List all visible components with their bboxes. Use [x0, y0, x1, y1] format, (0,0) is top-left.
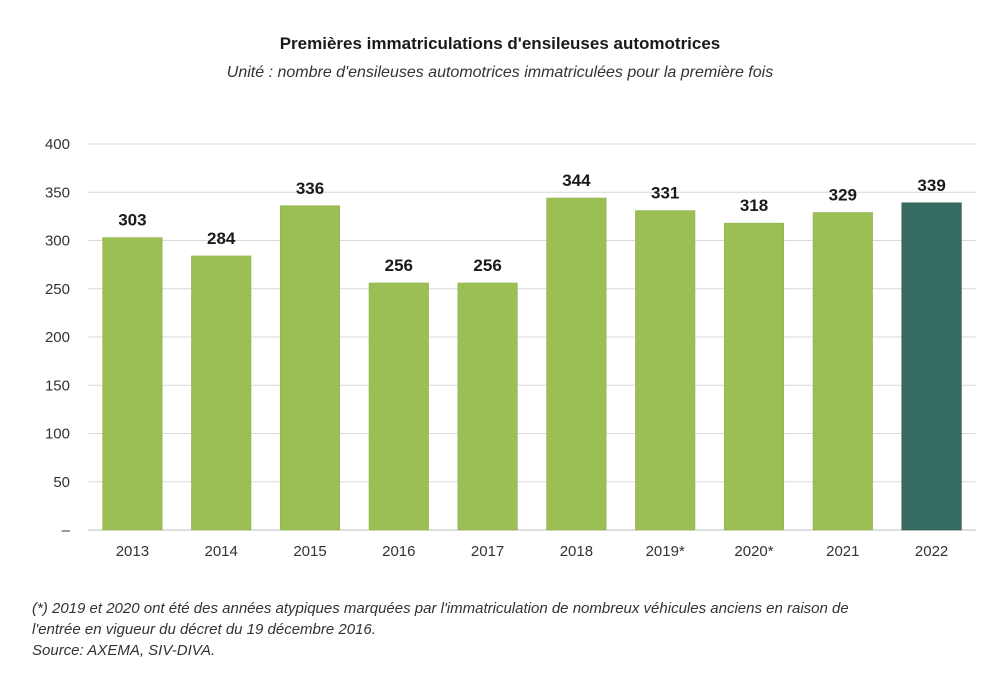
bar	[279, 205, 341, 531]
data-label: 339	[917, 176, 945, 195]
y-tick-label: –	[62, 522, 71, 539]
data-label: 303	[118, 211, 146, 230]
chart-subtitle: Unité : nombre d'ensileuses automotrices…	[226, 64, 774, 81]
bar	[368, 282, 429, 531]
y-tick-label: 100	[45, 426, 70, 443]
footnote-line-2: l'entrée en vigueur du décret du 19 déce…	[32, 621, 376, 638]
data-label: 284	[207, 229, 236, 248]
bar	[723, 222, 785, 531]
bar	[102, 237, 163, 531]
x-tick-label: 2022	[915, 543, 948, 560]
y-tick-label: 200	[45, 329, 70, 346]
data-label: 256	[473, 256, 501, 275]
x-tick-label: 2017	[471, 543, 504, 560]
footnote: (*) 2019 et 2020 ont été des années atyp…	[32, 598, 972, 661]
data-label: 329	[829, 186, 857, 205]
bar	[635, 210, 696, 531]
x-tick-label: 2014	[205, 543, 238, 560]
x-tick-label: 2013	[116, 543, 149, 560]
x-tick-label: 2020*	[734, 543, 773, 560]
x-tick-label: 2021	[826, 543, 859, 560]
x-tick-label: 2018	[560, 543, 593, 560]
y-tick-label: 400	[45, 136, 70, 153]
y-tick-label: 350	[45, 184, 70, 201]
bar	[546, 197, 607, 531]
data-label: 256	[385, 256, 413, 275]
bar	[191, 255, 252, 531]
data-label: 331	[651, 184, 679, 203]
y-tick-label: 250	[45, 281, 70, 298]
bar	[901, 202, 962, 531]
y-tick-label: 50	[53, 474, 70, 491]
x-tick-label: 2019*	[646, 543, 685, 560]
bar	[812, 212, 873, 531]
source-note: Source: AXEMA, SIV-DIVA.	[32, 642, 216, 659]
x-tick-label: 2016	[382, 543, 415, 560]
x-tick-label: 2015	[293, 543, 326, 560]
footnote-line-1: (*) 2019 et 2020 ont été des années atyp…	[32, 600, 849, 617]
y-tick-label: 150	[45, 377, 70, 394]
bar	[457, 282, 518, 531]
y-tick-label: 300	[45, 233, 70, 250]
data-label: 318	[740, 196, 768, 215]
chart-title: Premières immatriculations d'ensileuses …	[279, 34, 721, 53]
data-label: 344	[562, 171, 591, 190]
data-label: 336	[296, 179, 324, 198]
